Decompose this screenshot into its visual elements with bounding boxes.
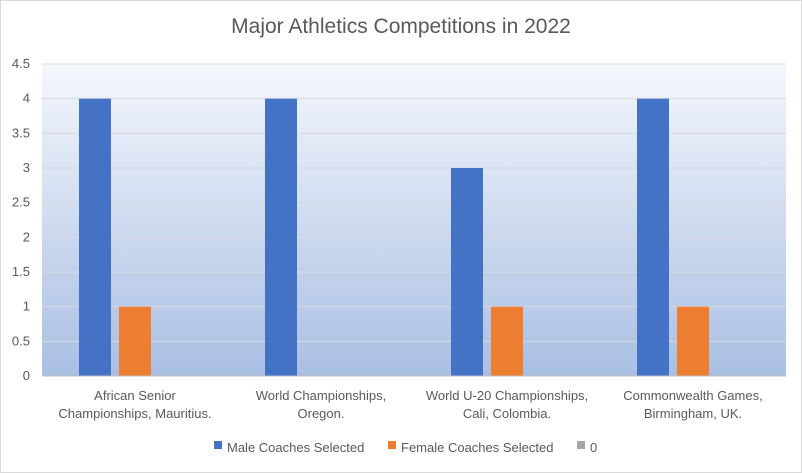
bar-female-coaches-selected-2 — [491, 306, 523, 376]
y-tick-label: 2.5 — [12, 195, 30, 210]
bars — [79, 98, 709, 377]
bar-male-coaches-selected-0 — [79, 98, 111, 377]
plot-area — [42, 64, 786, 376]
y-tick-label: 3.5 — [12, 125, 30, 140]
bar-female-coaches-selected-3 — [677, 306, 709, 376]
legend-swatch — [388, 441, 396, 449]
axes: 0 0.5 1 1.5 2 2.5 3 3.5 4 4.5 African Senior Champi… — [12, 56, 786, 421]
x-tick-label: Cali, Colombia. — [463, 406, 551, 421]
y-tick-label: 0 — [23, 368, 30, 383]
legend: Male Coaches Selected Female Coaches Sele… — [214, 440, 597, 455]
y-tick-label: 4 — [23, 91, 30, 106]
bar-male-coaches-selected-3 — [637, 98, 669, 377]
bar-male-coaches-selected-1 — [265, 98, 297, 377]
legend-label: Female Coaches Selected — [401, 440, 553, 455]
x-tick-label: World Championships, — [256, 388, 387, 403]
legend-swatch — [577, 441, 585, 449]
bar-female-coaches-selected-0 — [119, 306, 151, 376]
x-tick-label: Commonwealth Games, — [623, 388, 762, 403]
legend-label: 0 — [590, 440, 597, 455]
y-tick-label: 3 — [23, 160, 30, 175]
x-tick-label: Oregon. — [298, 406, 345, 421]
x-tick-label: Birmingham, UK. — [644, 406, 742, 421]
legend-swatch — [214, 441, 222, 449]
legend-label: Male Coaches Selected — [227, 440, 364, 455]
chart-title: Major Athletics Competitions in 2022 — [231, 15, 571, 38]
y-tick-label: 4.5 — [12, 56, 30, 71]
y-tick-label: 0.5 — [12, 333, 30, 348]
y-tick-label: 1.5 — [12, 264, 30, 279]
x-tick-label: World U-20 Championships, — [426, 388, 588, 403]
x-tick-label: African Senior — [94, 388, 176, 403]
bar-male-coaches-selected-2 — [451, 168, 483, 376]
x-tick-label: Championships, Mauritius. — [58, 406, 211, 421]
y-tick-label: 1 — [23, 299, 30, 314]
y-tick-label: 2 — [23, 229, 30, 244]
